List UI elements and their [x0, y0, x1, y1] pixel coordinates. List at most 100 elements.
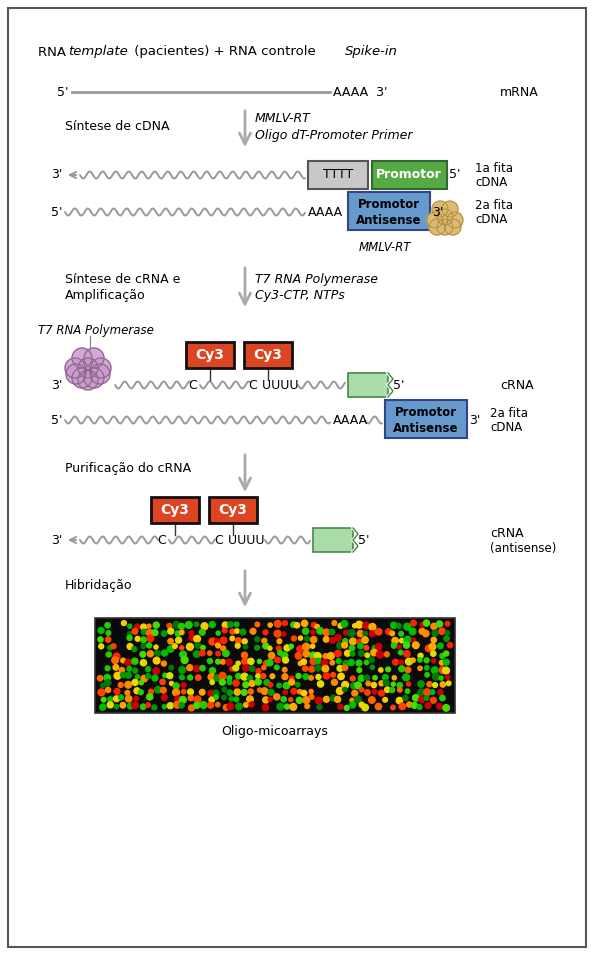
Circle shape: [194, 696, 201, 703]
Circle shape: [418, 681, 424, 688]
Circle shape: [255, 646, 260, 650]
Circle shape: [424, 689, 431, 695]
Text: 5': 5': [449, 168, 460, 181]
Circle shape: [249, 681, 255, 687]
Circle shape: [375, 628, 382, 635]
Circle shape: [330, 695, 336, 701]
Circle shape: [350, 676, 355, 681]
Circle shape: [302, 666, 308, 671]
Circle shape: [447, 681, 451, 686]
Circle shape: [371, 683, 377, 688]
Circle shape: [311, 623, 317, 627]
Circle shape: [125, 672, 131, 678]
Circle shape: [263, 705, 268, 711]
Circle shape: [248, 658, 254, 665]
Circle shape: [399, 660, 403, 665]
Text: cRNA: cRNA: [500, 378, 533, 392]
Circle shape: [355, 682, 361, 689]
Circle shape: [119, 695, 124, 700]
Circle shape: [216, 631, 220, 635]
Circle shape: [295, 652, 302, 659]
Circle shape: [146, 673, 151, 679]
Circle shape: [291, 689, 296, 694]
Circle shape: [179, 624, 184, 629]
Circle shape: [379, 668, 383, 672]
Circle shape: [140, 704, 146, 710]
Circle shape: [194, 666, 200, 671]
Circle shape: [437, 704, 443, 710]
Circle shape: [65, 358, 85, 378]
Circle shape: [350, 698, 354, 703]
Circle shape: [235, 638, 241, 644]
Circle shape: [390, 688, 394, 692]
Circle shape: [383, 680, 389, 686]
Circle shape: [323, 653, 328, 659]
Circle shape: [341, 621, 347, 627]
Circle shape: [432, 201, 448, 217]
Circle shape: [84, 368, 104, 388]
Circle shape: [350, 651, 355, 656]
Circle shape: [290, 676, 294, 681]
Circle shape: [242, 639, 247, 644]
Circle shape: [250, 628, 256, 634]
Circle shape: [372, 690, 377, 694]
Circle shape: [227, 676, 232, 680]
Circle shape: [162, 705, 166, 709]
Circle shape: [314, 652, 321, 660]
Circle shape: [359, 688, 364, 691]
Circle shape: [169, 682, 173, 686]
Text: 3': 3': [50, 378, 62, 392]
Circle shape: [152, 629, 158, 635]
Circle shape: [216, 651, 220, 656]
Circle shape: [132, 679, 138, 686]
Circle shape: [106, 637, 110, 642]
Circle shape: [348, 629, 355, 637]
Circle shape: [396, 697, 403, 704]
Circle shape: [356, 621, 363, 628]
Circle shape: [213, 690, 219, 696]
Text: T7 RNA Polymerase: T7 RNA Polymerase: [38, 324, 154, 336]
Circle shape: [399, 650, 403, 655]
Circle shape: [234, 622, 239, 626]
Text: cDNA: cDNA: [475, 213, 507, 225]
Circle shape: [327, 652, 334, 659]
Text: MMLV-RT: MMLV-RT: [255, 112, 311, 124]
Circle shape: [249, 666, 255, 671]
Circle shape: [181, 657, 188, 664]
Circle shape: [282, 668, 287, 672]
Circle shape: [276, 646, 281, 651]
Circle shape: [437, 621, 443, 627]
Circle shape: [338, 624, 343, 628]
Circle shape: [160, 679, 165, 685]
Circle shape: [343, 661, 349, 667]
Text: MMLV-RT: MMLV-RT: [359, 241, 411, 253]
Circle shape: [430, 690, 435, 694]
Text: Antisense: Antisense: [356, 214, 422, 226]
Circle shape: [255, 622, 260, 626]
Circle shape: [222, 688, 227, 692]
Circle shape: [195, 675, 201, 680]
Circle shape: [309, 694, 314, 699]
Text: Cy3: Cy3: [219, 503, 248, 517]
Circle shape: [405, 668, 410, 672]
Circle shape: [330, 638, 336, 644]
Circle shape: [240, 629, 246, 635]
Circle shape: [397, 645, 402, 648]
Circle shape: [431, 637, 437, 643]
Circle shape: [255, 679, 261, 685]
Circle shape: [443, 659, 449, 666]
FancyBboxPatch shape: [385, 400, 467, 438]
Circle shape: [372, 646, 377, 650]
Text: UUUU: UUUU: [224, 534, 264, 546]
Circle shape: [115, 705, 119, 709]
Circle shape: [364, 646, 369, 650]
Circle shape: [222, 628, 227, 633]
Circle shape: [264, 680, 270, 686]
Circle shape: [78, 358, 98, 378]
Circle shape: [127, 644, 133, 649]
Circle shape: [334, 635, 341, 641]
Text: RNA: RNA: [38, 46, 70, 58]
Circle shape: [141, 637, 146, 643]
Circle shape: [446, 630, 450, 635]
Text: 5': 5': [56, 86, 68, 98]
